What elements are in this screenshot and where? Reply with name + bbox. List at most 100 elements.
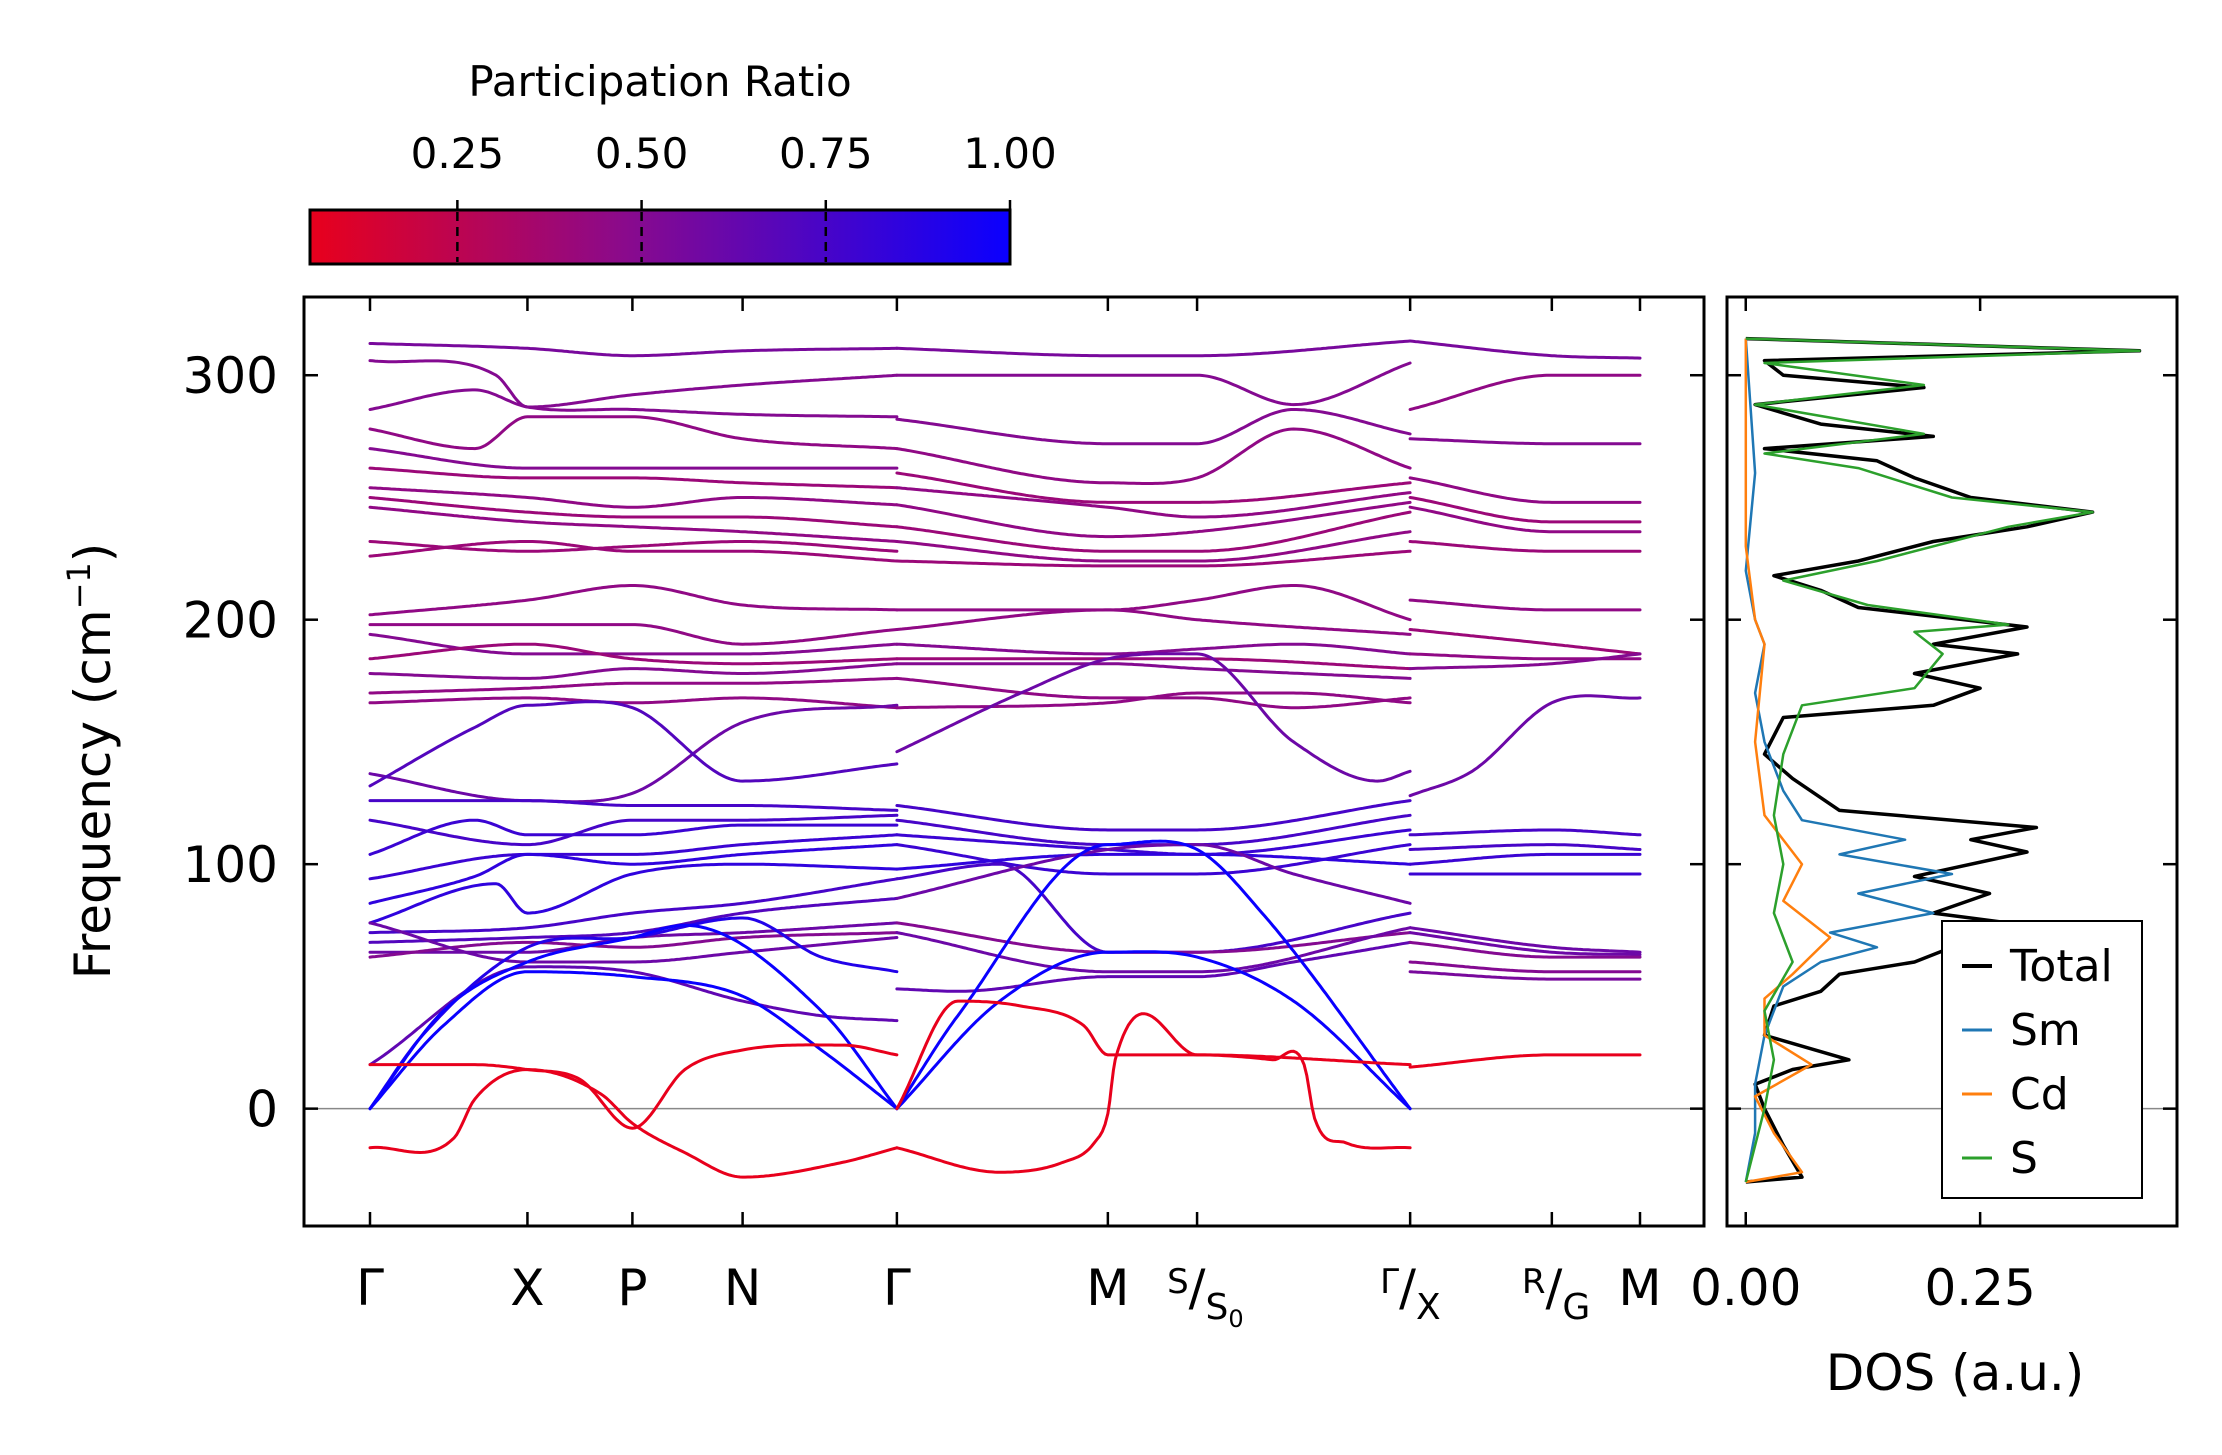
dos-axes: 0.00 0.25 <box>1690 297 2177 1317</box>
band-line <box>368 970 899 1111</box>
band-line <box>368 342 899 358</box>
k-label-slash: / <box>1545 1259 1562 1317</box>
legend-label: S <box>2010 1133 2038 1184</box>
band-line <box>895 584 1412 622</box>
band-line <box>368 623 899 646</box>
band-line <box>895 427 1412 485</box>
band-line <box>1408 828 1642 837</box>
band-line <box>895 530 1412 563</box>
colorbar-tick-label: 1.00 <box>963 129 1057 178</box>
band-line <box>895 862 1412 954</box>
band-line <box>895 608 1412 636</box>
band-line <box>1408 926 1642 954</box>
dos-series-cd <box>1744 338 1832 1184</box>
band-line <box>368 931 899 959</box>
band-line <box>895 652 1412 783</box>
band-line <box>368 923 899 1111</box>
band-line <box>1408 628 1642 656</box>
band-line <box>368 540 899 563</box>
y-axis-title: Frequency (cm−1) <box>60 543 122 980</box>
k-point-label: R/G <box>1522 1259 1590 1328</box>
dos-frame <box>1725 295 2179 1228</box>
k-label-upper: S <box>1167 1262 1189 1302</box>
band-line <box>895 500 1412 539</box>
y-tick-label: 100 <box>183 836 278 894</box>
band-line <box>1408 970 1642 981</box>
k-point-label: M <box>1618 1259 1661 1317</box>
band-line <box>1408 339 1642 360</box>
band-line <box>368 447 899 470</box>
y-axis-title-close: ) <box>64 543 122 563</box>
colorbar-title: Participation Ratio <box>468 57 851 106</box>
k-point-label: Γ/X <box>1380 1259 1440 1328</box>
dos-series-s <box>1744 337 2141 1183</box>
y-axis-title-sup: −1 <box>60 562 98 609</box>
band-line <box>895 839 1412 1111</box>
colorbar-gradient <box>308 208 1012 266</box>
band-line <box>368 486 899 509</box>
band-line <box>895 999 1412 1111</box>
band-line <box>368 584 899 617</box>
dos-series-total <box>1745 336 2142 1184</box>
dos-x-tick-label: 0.25 <box>1924 1259 2035 1317</box>
band-line <box>368 843 899 905</box>
band-line <box>368 676 899 695</box>
k-point-label: Γ <box>883 1259 911 1317</box>
band-line <box>1408 652 1642 671</box>
band-line <box>1408 598 1642 612</box>
y-tick-label: 300 <box>183 347 278 405</box>
band-line <box>895 642 1412 656</box>
band-line <box>368 359 899 409</box>
band-frame <box>302 295 1706 1228</box>
band-line <box>1408 852 1642 866</box>
legend: Total Sm Cd S <box>1941 920 2143 1199</box>
band-line <box>1408 694 1642 798</box>
band-line <box>895 926 1412 974</box>
band-line <box>368 862 899 925</box>
k-point-label: Γ <box>356 1259 384 1317</box>
y-tick-label: 0 <box>246 1081 278 1139</box>
band-line <box>368 505 899 543</box>
colorbar-ticks: 0.25 0.50 0.75 1.00 <box>411 129 1057 262</box>
band-line <box>368 540 899 553</box>
k-label-slash: / <box>1399 1259 1416 1317</box>
band-line <box>368 877 899 935</box>
k-label-lower: G <box>1562 1287 1590 1328</box>
band-line <box>895 852 1412 871</box>
band-line <box>368 965 899 1067</box>
bands <box>304 339 1704 1179</box>
band-line <box>895 408 1412 446</box>
colorbar-tick-label: 0.50 <box>595 129 689 178</box>
k-label-upper: R <box>1522 1262 1546 1302</box>
k-label-upper: Γ <box>1380 1262 1399 1302</box>
k-label-lower: X <box>1416 1287 1441 1328</box>
colorbar-tick-label: 0.25 <box>411 129 505 178</box>
band-line <box>368 1043 899 1130</box>
band-line <box>1408 373 1642 411</box>
band-line <box>368 388 899 419</box>
dos-x-tick-label: 0.00 <box>1690 1259 1801 1317</box>
band-line <box>895 549 1412 568</box>
band-line <box>368 696 899 710</box>
k-point-label: P <box>617 1259 647 1317</box>
legend-label: Sm <box>2010 1005 2081 1056</box>
legend-label: Cd <box>2010 1069 2069 1120</box>
band-line <box>1408 940 1642 959</box>
band-line <box>895 676 1412 710</box>
k-point-label: X <box>510 1259 544 1317</box>
band-line <box>895 1012 1412 1174</box>
band-line <box>368 642 899 666</box>
colorbar-tick-label: 0.75 <box>779 129 873 178</box>
band-line <box>895 691 1412 710</box>
band-line <box>895 799 1412 832</box>
band-line <box>1408 931 1642 957</box>
x-axis-title: DOS (a.u.) <box>1826 1344 2085 1402</box>
band-line <box>1408 960 1642 974</box>
band-line <box>895 940 1412 993</box>
k-label-lower: S <box>1206 1287 1229 1328</box>
band-line <box>1408 505 1642 534</box>
band-line <box>895 486 1412 519</box>
band-line <box>368 813 899 847</box>
